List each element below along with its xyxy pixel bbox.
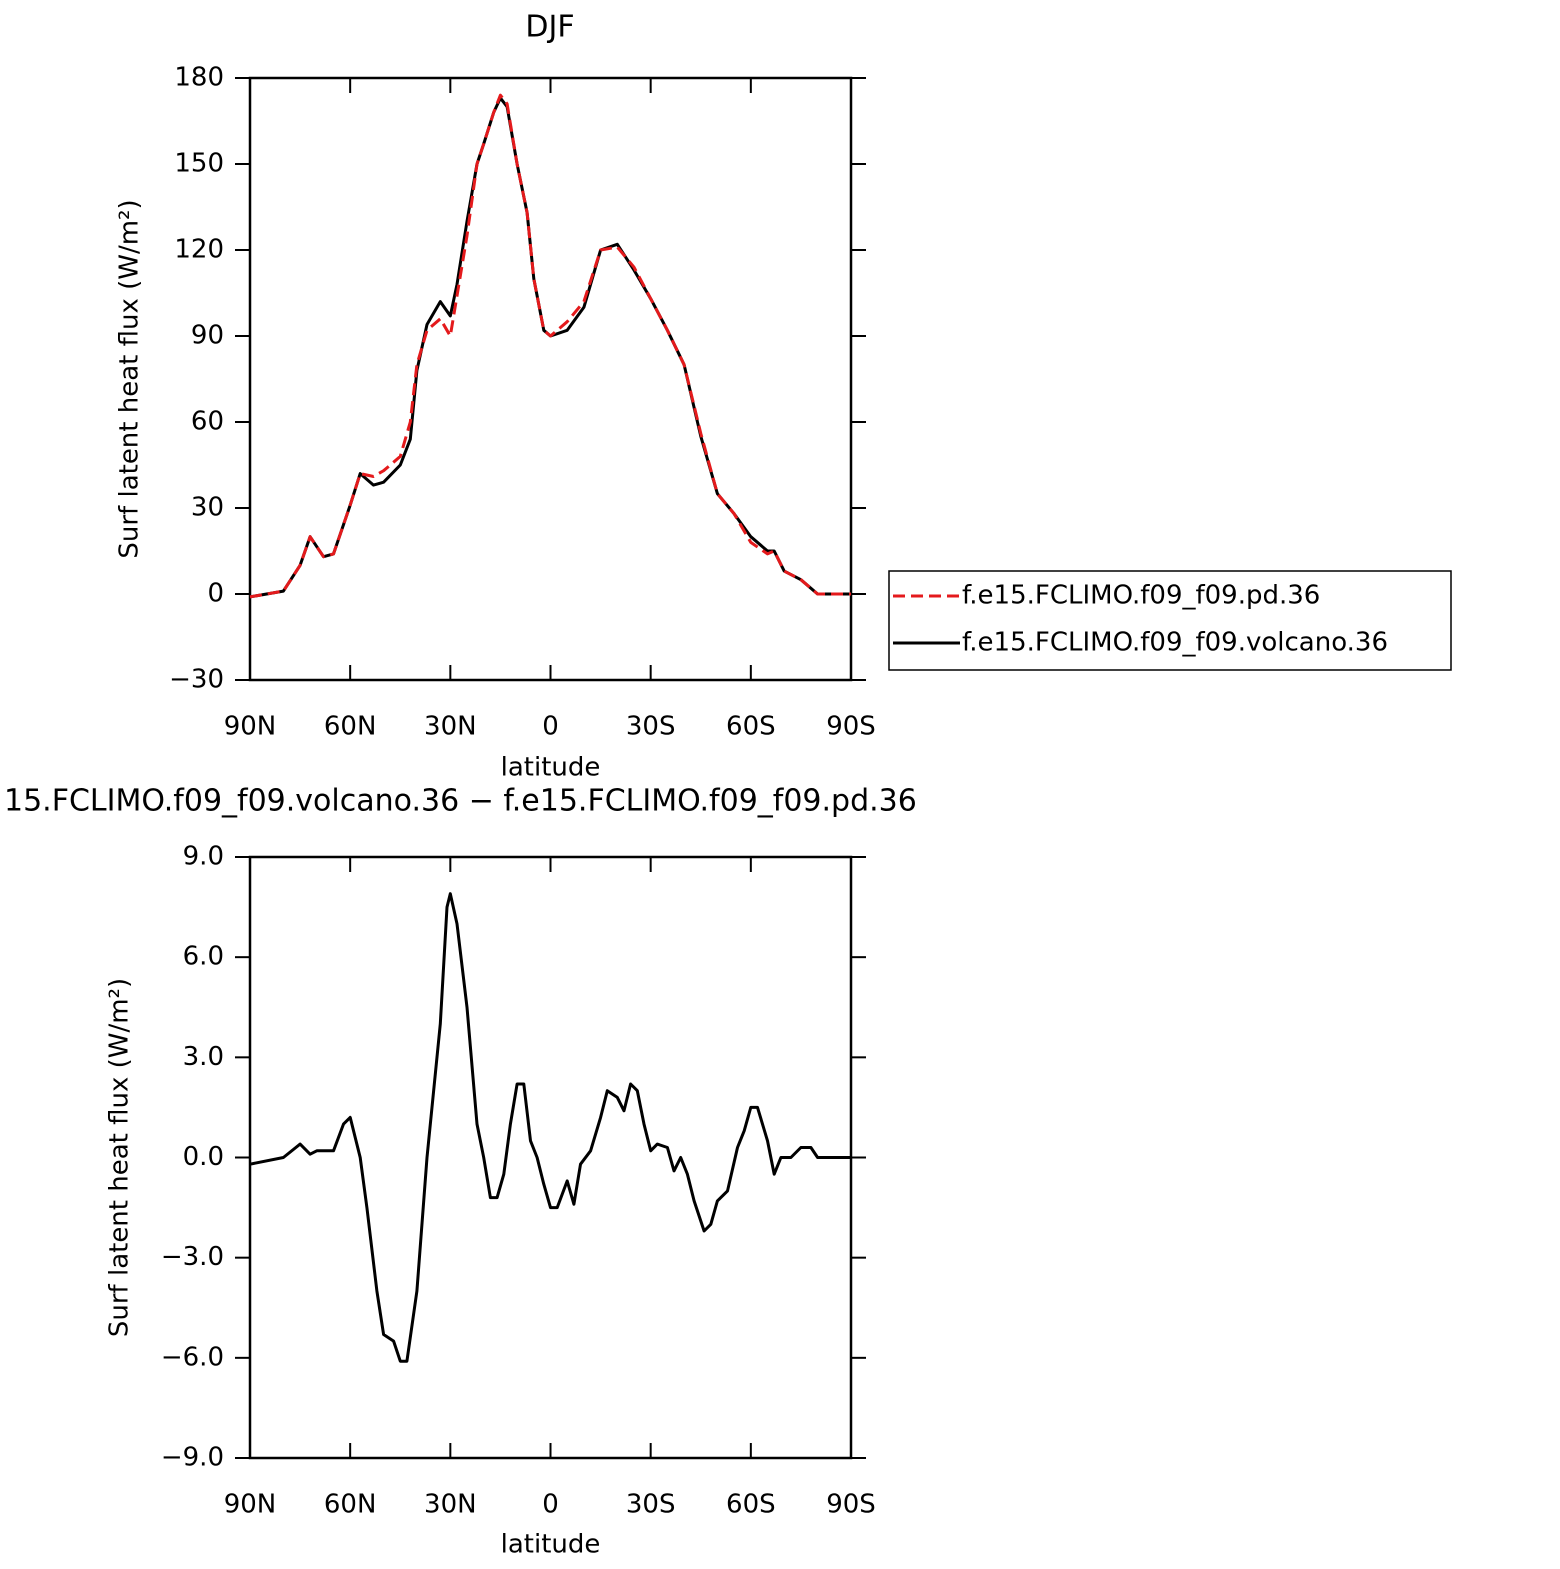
x-tick-label: 30S <box>626 1490 676 1520</box>
y-tick-label: 150 <box>174 149 224 179</box>
x-tick-label: 60N <box>324 1490 377 1520</box>
y-tick-label: 6.0 <box>183 942 224 972</box>
y-tick-label: −9.0 <box>161 1443 224 1473</box>
legend-label: f.e15.FCLIMO.f09_f09.volcano.36 <box>962 628 1388 658</box>
x-tick-label: 0 <box>542 712 559 742</box>
series-line <box>249 892 851 1363</box>
chart-title: DJF <box>525 10 574 45</box>
series-line <box>249 96 851 599</box>
x-tick-label: 90N <box>224 1490 277 1520</box>
y-axis-label: Surf latent heat flux (W/m²) <box>115 199 145 558</box>
x-tick-label: 60N <box>324 712 377 742</box>
x-axis-label: latitude <box>501 753 601 783</box>
x-tick-label: 90N <box>224 712 277 742</box>
plot-frame <box>248 76 853 682</box>
y-tick-label: 0.0 <box>183 1142 224 1172</box>
x-tick-label: 30S <box>626 712 676 742</box>
y-axis-label: Surf latent heat flux (W/m²) <box>105 978 135 1337</box>
y-tick-label: 3.0 <box>183 1042 224 1072</box>
y-tick-label: 60 <box>191 407 224 437</box>
y-tick-label: 180 <box>174 63 224 93</box>
y-tick-label: −6.0 <box>161 1342 224 1372</box>
y-tick-label: 90 <box>191 321 224 351</box>
x-tick-label: 60S <box>726 712 776 742</box>
y-tick-label: −3.0 <box>161 1242 224 1272</box>
x-axis-label: latitude <box>501 1530 601 1560</box>
x-tick-label: 0 <box>542 1490 559 1520</box>
x-tick-label: 30N <box>424 1490 477 1520</box>
y-tick-label: 120 <box>174 235 224 265</box>
chart-title: 15.FCLIMO.f09_f09.volcano.36 − f.e15.FCL… <box>4 784 917 819</box>
plot-frame <box>248 855 853 1460</box>
x-tick-label: 90S <box>826 712 876 742</box>
x-tick-label: 30N <box>424 712 477 742</box>
y-tick-label: −30 <box>169 665 224 695</box>
x-tick-label: 60S <box>726 1490 776 1520</box>
y-tick-label: 0 <box>207 579 224 609</box>
y-tick-label: 30 <box>191 493 224 523</box>
legend-box <box>888 570 1452 671</box>
y-tick-label: 9.0 <box>183 842 224 872</box>
legend-label: f.e15.FCLIMO.f09_f09.pd.36 <box>962 581 1320 611</box>
x-tick-label: 90S <box>826 1490 876 1520</box>
series-line <box>249 93 851 599</box>
